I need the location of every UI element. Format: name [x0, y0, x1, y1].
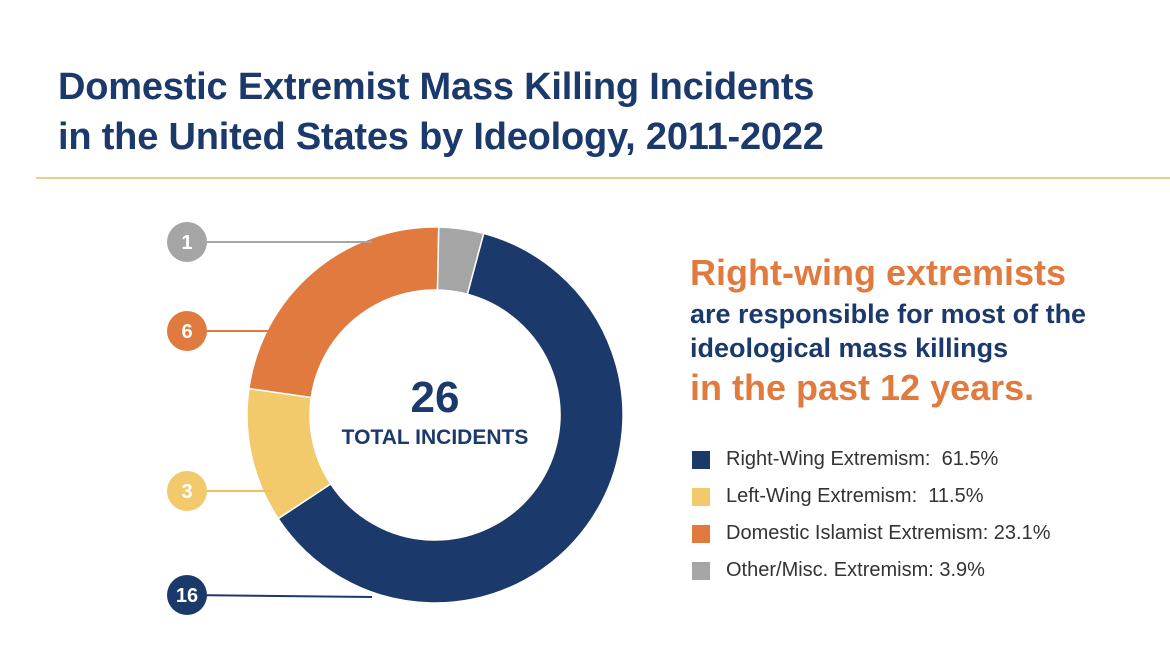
- legend-label-right-wing: Right-Wing Extremism: 61.5%: [726, 448, 999, 470]
- headline-line-3: ideological mass killings: [690, 333, 1009, 363]
- chart-title: Domestic Extremist Mass Killing Incident…: [58, 62, 824, 162]
- donut-slice-islamist: [248, 226, 440, 399]
- callout-value-left-wing: 3: [181, 481, 192, 503]
- callout-value-other: 1: [181, 232, 192, 254]
- callout-badge-right-wing: [167, 575, 207, 615]
- legend-swatch-left-wing: [692, 487, 710, 506]
- callout-leader-right-wing: [186, 594, 373, 598]
- headline-block: Right-wing extremists are responsible fo…: [690, 252, 1160, 409]
- callout-badge-left-wing: [167, 471, 207, 511]
- headline-line-4: in the past 12 years.: [690, 367, 1035, 408]
- callout-badge-islamist: [167, 311, 207, 351]
- legend-item-right-wing: Right-Wing Extremism: 61.5%: [692, 441, 1051, 478]
- chart-title-line-1: Domestic Extremist Mass Killing Incident…: [58, 66, 815, 108]
- legend-item-other: Other/Misc. Extremism: 3.9%: [692, 552, 1051, 589]
- callout-value-islamist: 6: [181, 321, 192, 343]
- headline-line-1: Right-wing extremists: [690, 252, 1067, 293]
- donut-slice-other: [436, 226, 485, 296]
- legend-label-left-wing: Left-Wing Extremism: 11.5%: [726, 485, 984, 507]
- callout-value-right-wing: 16: [176, 585, 198, 607]
- headline-line-2: are responsible for most of the: [690, 299, 1087, 329]
- donut-slice-right-wing: [277, 232, 624, 604]
- legend-label-islamist: Domestic Islamist Extremism: 23.1%: [726, 522, 1051, 544]
- donut-slices: [246, 226, 624, 604]
- legend: Right-Wing Extremism: 61.5% Left-Wing Ex…: [692, 441, 1051, 589]
- center-total-label: TOTAL INCIDENTS: [342, 426, 529, 449]
- legend-label-other: Other/Misc. Extremism: 3.9%: [726, 559, 985, 581]
- chart-title-line-2: in the United States by Ideology, 2011-2…: [58, 116, 824, 158]
- callout-badge-other: [167, 222, 207, 262]
- title-divider: [36, 177, 1170, 179]
- legend-swatch-other: [692, 561, 710, 580]
- center-total-value: 26: [411, 373, 460, 422]
- legend-swatch-islamist: [692, 524, 710, 543]
- legend-item-islamist: Domestic Islamist Extremism: 23.1%: [692, 515, 1051, 552]
- legend-swatch-right-wing: [692, 450, 710, 469]
- legend-item-left-wing: Left-Wing Extremism: 11.5%: [692, 478, 1051, 515]
